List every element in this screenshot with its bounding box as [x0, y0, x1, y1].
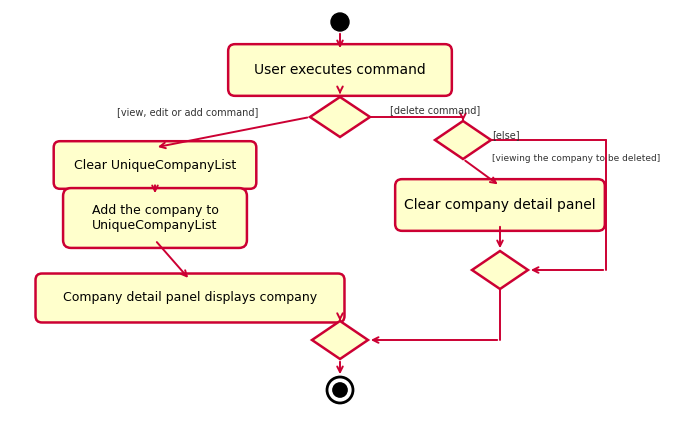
Circle shape	[327, 377, 353, 403]
Text: Clear UniqueCompanyList: Clear UniqueCompanyList	[74, 159, 236, 171]
Text: Company detail panel displays company: Company detail panel displays company	[63, 291, 317, 305]
Polygon shape	[310, 97, 370, 137]
Text: [delete command]: [delete command]	[390, 105, 480, 115]
Polygon shape	[472, 251, 528, 289]
Text: Clear company detail panel: Clear company detail panel	[404, 198, 595, 212]
Text: [viewing the company to be deleted]: [viewing the company to be deleted]	[492, 154, 660, 162]
Text: Add the company to
UniqueCompanyList: Add the company to UniqueCompanyList	[92, 204, 219, 232]
Polygon shape	[435, 121, 491, 159]
FancyBboxPatch shape	[63, 188, 247, 248]
FancyBboxPatch shape	[54, 141, 256, 189]
Text: [view, edit or add command]: [view, edit or add command]	[117, 107, 258, 117]
FancyBboxPatch shape	[228, 44, 452, 96]
Circle shape	[331, 13, 349, 31]
Text: [else]: [else]	[492, 130, 519, 140]
Text: User executes command: User executes command	[254, 63, 426, 77]
FancyBboxPatch shape	[395, 179, 605, 231]
Circle shape	[333, 383, 347, 397]
Polygon shape	[312, 321, 368, 359]
FancyBboxPatch shape	[35, 274, 344, 322]
